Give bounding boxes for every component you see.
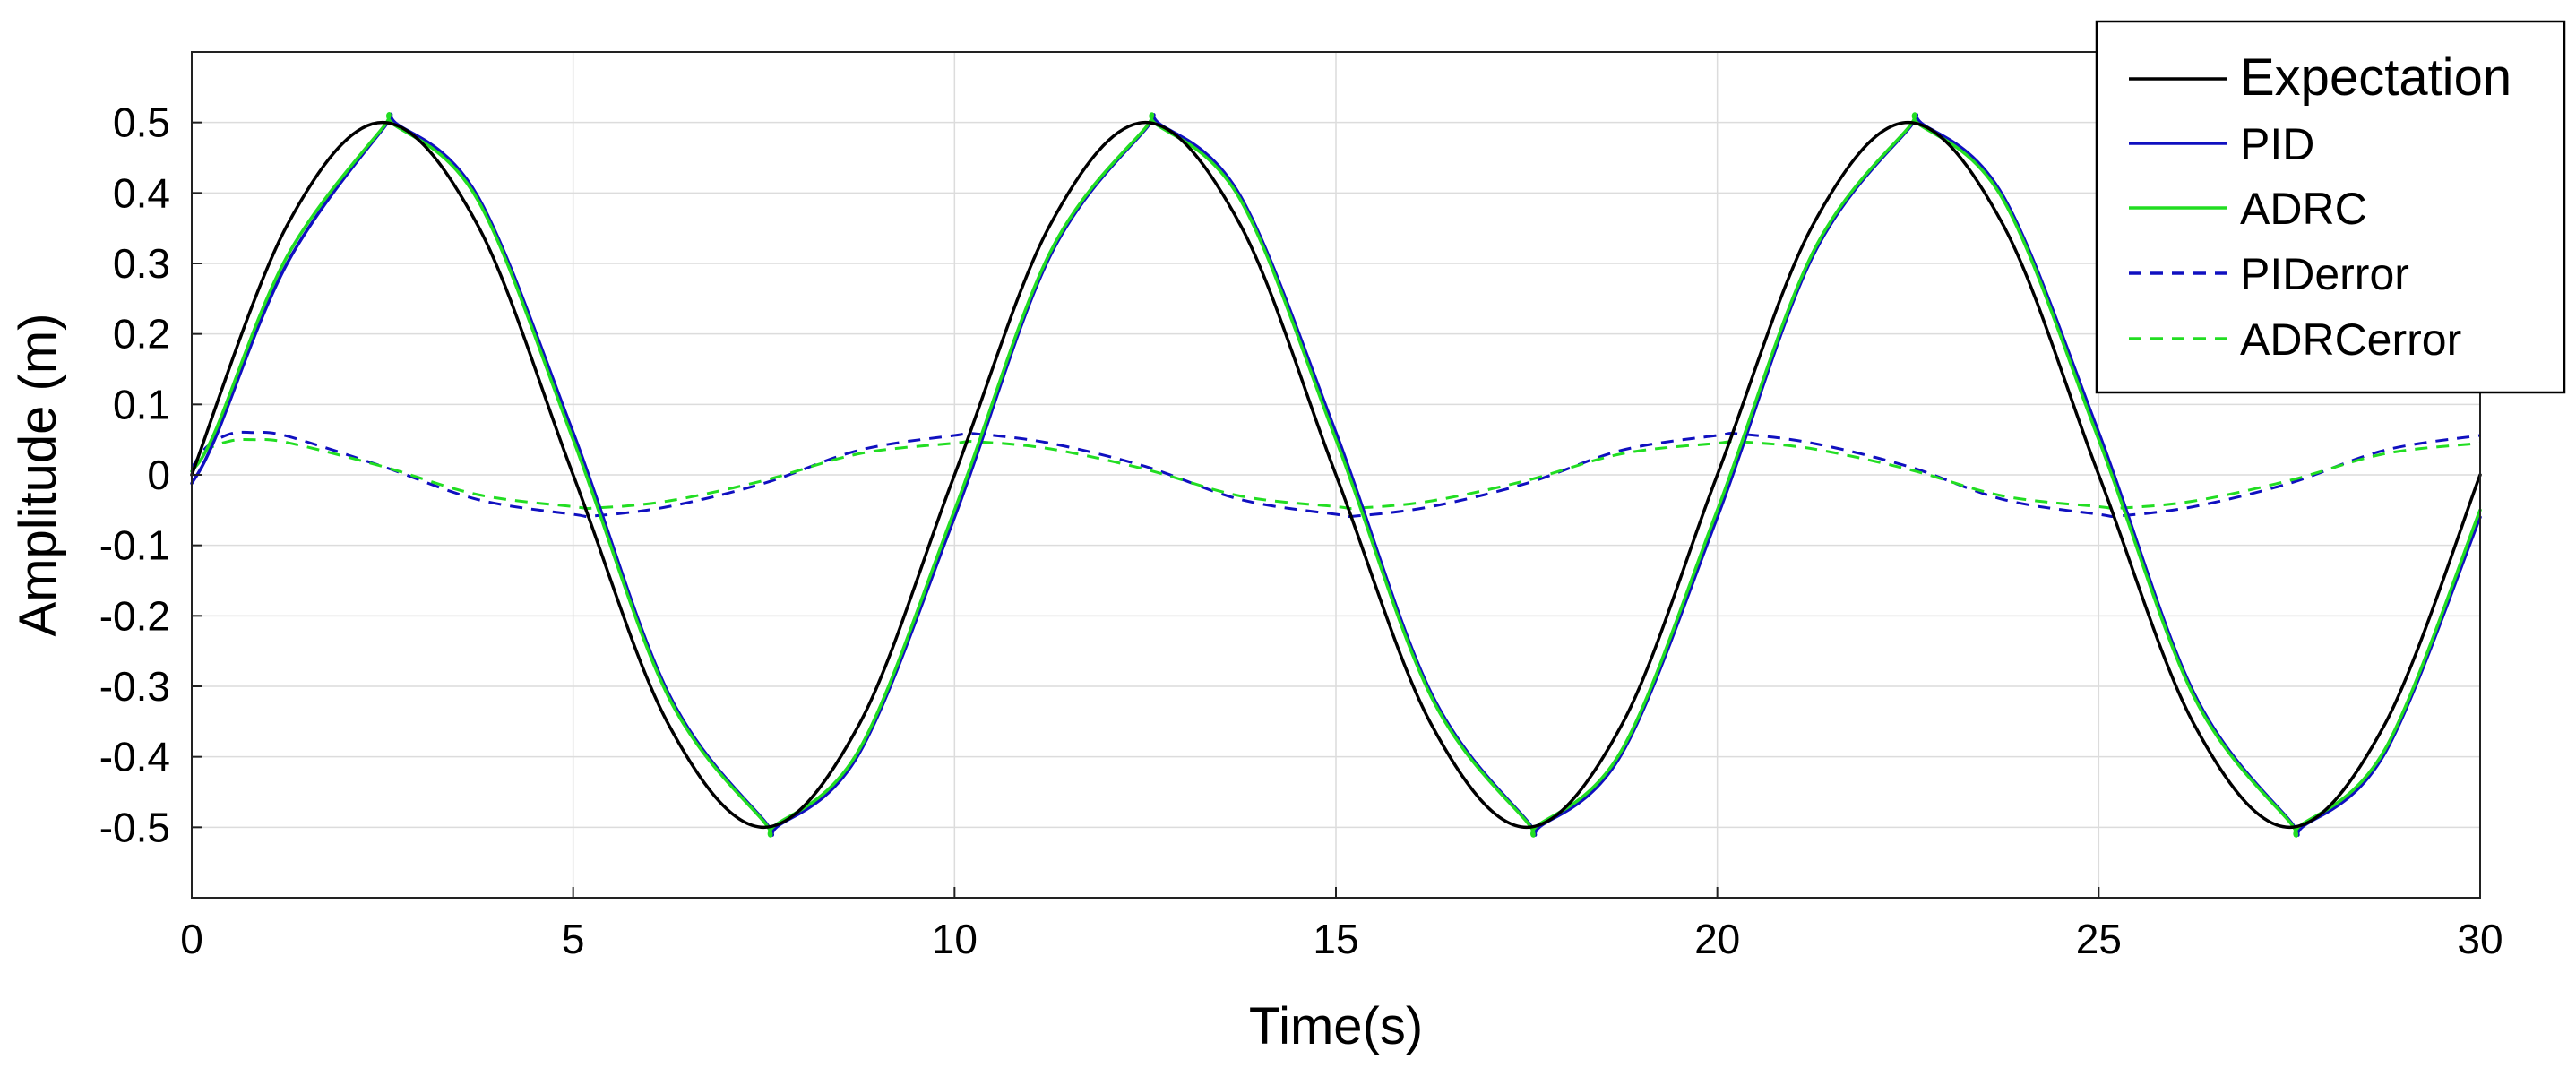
axis-ticks: 0 5 10 15 20 25 30 0.5 0.4 0.3 0.2 0.1 0 -0.1 -0.2 -0.3… xyxy=(99,99,2503,962)
legend-label-adrc: ADRC xyxy=(2240,184,2367,234)
y-tick-label: -0.1 xyxy=(99,522,170,569)
y-tick-label: -0.2 xyxy=(99,592,170,639)
y-tick-label: 0.5 xyxy=(113,99,170,146)
x-tick-label: 10 xyxy=(932,916,978,962)
y-tick-label: -0.4 xyxy=(99,734,170,780)
y-tick-label: 0 xyxy=(147,452,170,498)
x-axis-label: Time(s) xyxy=(1249,997,1423,1055)
legend-label-adrcerror: ADRCerror xyxy=(2240,314,2461,365)
y-tick-label: -0.3 xyxy=(99,663,170,710)
y-tick-label: 0.1 xyxy=(113,381,170,427)
y-axis-label: Amplitude (m) xyxy=(9,314,67,637)
series-line-adrc xyxy=(190,112,2482,838)
y-tick-label: 0.2 xyxy=(113,311,170,357)
legend-label-expectation: Expectation xyxy=(2240,48,2511,107)
x-tick-label: 25 xyxy=(2076,916,2122,962)
series-line-pid xyxy=(190,112,2482,837)
x-tick-label: 20 xyxy=(1694,916,1740,962)
series-line-expectation xyxy=(190,120,2482,830)
legend-label-piderror: PIDerror xyxy=(2240,249,2409,299)
y-tick-label: -0.5 xyxy=(99,804,170,850)
series-line-piderror xyxy=(190,430,2481,519)
x-tick-label: 30 xyxy=(2457,916,2503,962)
legend: Expectation PID ADRC PIDerror ADRCerror xyxy=(2095,20,2566,394)
series-group xyxy=(190,112,2482,838)
x-tick-label: 5 xyxy=(562,916,585,962)
series-line-adrcerror xyxy=(190,437,2481,511)
x-tick-label: 0 xyxy=(180,916,203,962)
y-tick-label: 0.4 xyxy=(113,169,170,216)
legend-label-pid: PID xyxy=(2240,119,2314,169)
x-tick-label: 15 xyxy=(1313,916,1358,962)
y-tick-label: 0.3 xyxy=(113,240,170,287)
